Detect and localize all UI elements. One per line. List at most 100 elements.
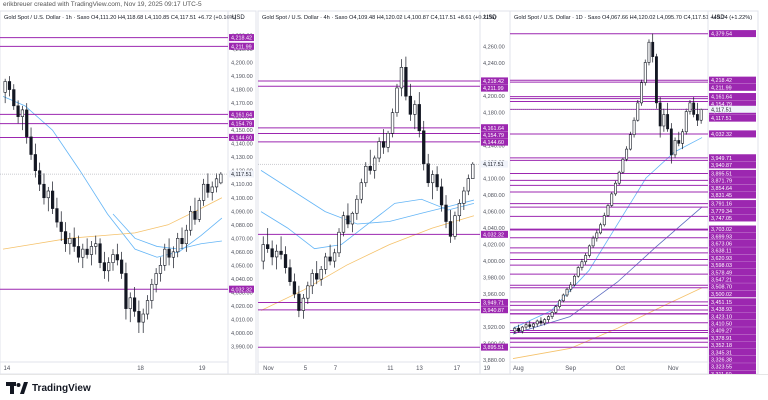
x-tick-label: 19 xyxy=(199,366,206,372)
candle-body xyxy=(390,112,395,134)
x-tick-label: 17 xyxy=(454,366,461,372)
candle-body xyxy=(422,130,426,165)
level-price-label: 3,500.02 xyxy=(711,292,732,298)
level-price-label: 4,154.79 xyxy=(483,133,504,139)
candle-body xyxy=(29,136,33,155)
level-price-label: 4,379.54 xyxy=(711,32,732,38)
level-price-tag xyxy=(709,232,756,240)
candle-body xyxy=(554,306,558,313)
x-tick-label: Nov xyxy=(668,366,679,372)
level-price-label: 4,218.42 xyxy=(711,78,732,84)
candle-body xyxy=(51,190,55,209)
y-tick-label: 4,030.00 xyxy=(231,290,253,296)
x-tick-label: Sep xyxy=(565,366,576,372)
level-price-tag xyxy=(709,83,756,91)
level-price-tag xyxy=(229,34,254,42)
level-price-label: 3,451.15 xyxy=(711,300,732,306)
x-tick-label: Nov xyxy=(263,366,274,372)
level-price-tag xyxy=(709,348,756,356)
candle-body xyxy=(102,262,106,272)
candle-body xyxy=(539,320,543,324)
candle-body xyxy=(72,238,76,247)
candle-body xyxy=(197,200,201,220)
candle-body xyxy=(681,131,684,144)
ma-line-1 xyxy=(2,95,223,258)
level-price-tag xyxy=(709,334,756,342)
level-price-tag xyxy=(709,312,756,320)
y-tick-label: 4,000.00 xyxy=(483,259,505,265)
y-tick-label: 4,180.00 xyxy=(231,88,253,94)
level-price-tag xyxy=(709,161,756,169)
level-price-tag xyxy=(481,343,508,351)
y-tick-label: 4,040.00 xyxy=(231,277,253,283)
candle-body xyxy=(688,102,692,112)
candle-body xyxy=(283,254,288,268)
level-price-label: 3,703.02 xyxy=(711,227,732,233)
candle-body xyxy=(684,111,688,133)
candle-body xyxy=(377,141,381,159)
candle-body xyxy=(546,316,550,320)
last-price-tag xyxy=(481,160,508,168)
axis-unit-label: USD xyxy=(232,15,245,21)
candle-body xyxy=(655,56,658,104)
candle-body xyxy=(120,259,124,274)
candle-body xyxy=(462,190,466,204)
candle-body xyxy=(132,297,137,312)
candle-body xyxy=(457,203,462,217)
level-price-label: 4,211.99 xyxy=(483,86,504,92)
candle-body xyxy=(350,212,355,225)
candle-body xyxy=(76,246,81,258)
tradingview-logo[interactable]: TradingView xyxy=(6,381,91,395)
y-tick-label: 4,100.00 xyxy=(483,177,505,183)
level-price-label: 3,854.64 xyxy=(711,186,732,192)
level-price-tag xyxy=(709,93,756,101)
level-price-label: 3,940.87 xyxy=(483,308,504,314)
x-tick-label: 13 xyxy=(416,366,423,372)
level-price-tag xyxy=(709,363,756,371)
candle-body xyxy=(368,165,372,171)
candle-body xyxy=(632,119,636,135)
level-price-label: 3,598.03 xyxy=(711,263,732,269)
candle-body xyxy=(111,254,115,263)
y-tick-label: 3,920.00 xyxy=(483,325,505,331)
level-price-label: 3,779.34 xyxy=(711,209,732,215)
candle-body xyxy=(580,261,584,268)
level-price-tag xyxy=(709,341,756,349)
level-price-label: 3,895.51 xyxy=(483,345,504,351)
level-price-tag xyxy=(709,319,756,327)
candle-body xyxy=(7,81,12,90)
candle-body xyxy=(399,67,404,89)
candle-body xyxy=(610,193,614,206)
candle-body xyxy=(359,182,363,200)
candle-body xyxy=(417,104,421,132)
level-price-label: 4,154.79 xyxy=(231,122,252,128)
candle-body xyxy=(550,312,554,317)
level-price-label: 4,218.42 xyxy=(483,79,504,85)
level-price-tag xyxy=(481,298,508,306)
charts-canvas[interactable]: Gold Spot / U.S. Dollar · 1h · Saxo O4,1… xyxy=(0,0,768,374)
level-price-tag xyxy=(481,131,508,139)
candle-body xyxy=(677,140,681,144)
chart-title: Gold Spot / U.S. Dollar · 1D · Saxo O4,0… xyxy=(514,15,752,21)
candle-body xyxy=(699,109,703,121)
last-price-label: 4,117.51 xyxy=(231,172,252,178)
level-price-label: 3,871.79 xyxy=(711,179,732,185)
candle-body xyxy=(439,186,444,206)
x-tick-label: 11 xyxy=(387,366,394,372)
level-price-tag xyxy=(229,285,254,293)
level-price-tag xyxy=(709,298,756,306)
level-price-label: 3,747.05 xyxy=(711,216,732,222)
candle-body xyxy=(673,140,677,156)
y-tick-label: 3,990.00 xyxy=(231,344,253,350)
candle-body xyxy=(662,114,666,127)
level-price-label: 3,578.49 xyxy=(711,270,732,276)
candle-body xyxy=(68,238,72,245)
chart-panel-2: Gold Spot / U.S. Dollar · 4h · Saxo O4,1… xyxy=(257,10,511,374)
y-tick-label: 3,880.00 xyxy=(483,358,505,364)
level-price-label: 3,311.60 xyxy=(711,372,732,374)
y-tick-label: 3,980.00 xyxy=(483,276,505,282)
candle-body xyxy=(328,256,332,262)
last-price-label: 4,117.51 xyxy=(483,162,504,168)
level-price-tag xyxy=(709,169,756,177)
level-price-tag xyxy=(709,327,756,335)
